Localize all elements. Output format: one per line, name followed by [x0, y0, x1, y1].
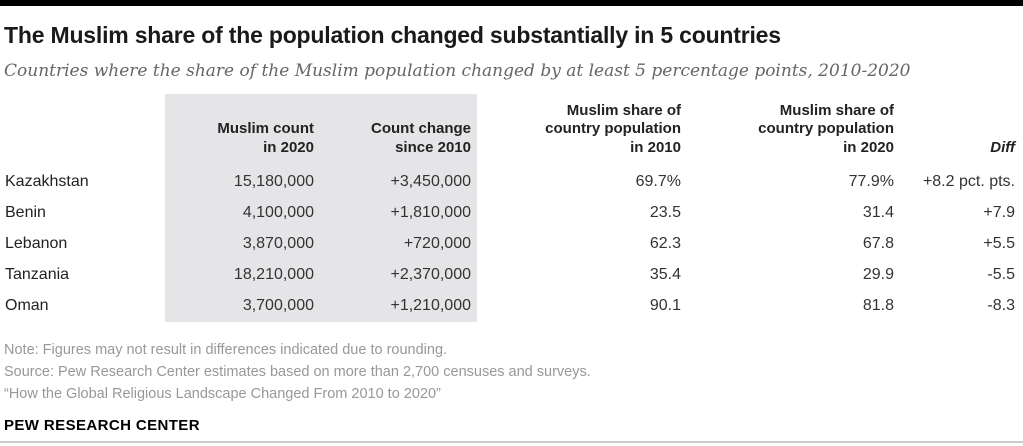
- table-row: Tanzania 18,210,000 +2,370,000 35.4 29.9 -5.5: [4, 259, 1019, 291]
- table-cell: Oman: [5, 297, 49, 315]
- table-cell: 29.9: [862, 266, 894, 284]
- column-header-share-2010: Muslim share of country population in 20…: [545, 101, 681, 157]
- top-accent-bar: [0, 0, 1023, 6]
- table-cell: 35.4: [649, 266, 681, 284]
- table-cell: 69.7%: [635, 173, 681, 191]
- brand-wordmark: PEW RESEARCH CENTER: [4, 416, 200, 434]
- table-row: Lebanon 3,870,000 +720,000 62.3 67.8 +5.5: [4, 228, 1019, 260]
- table-cell: +2,370,000: [320, 259, 477, 291]
- footnotes: Note: Figures may not result in differen…: [4, 339, 1019, 405]
- table-cell: 90.1: [649, 297, 681, 315]
- column-header-share-2020: Muslim share of country population in 20…: [758, 101, 894, 157]
- table-cell: 3,870,000: [165, 228, 320, 260]
- column-header-diff: Diff: [990, 139, 1015, 157]
- table-cell: +1,810,000: [320, 197, 477, 229]
- table-cell: -8.3: [987, 297, 1015, 315]
- table-cell: +720,000: [320, 228, 477, 260]
- source-line: Source: Pew Research Center estimates ba…: [4, 363, 591, 380]
- table-cell: 4,100,000: [165, 197, 320, 229]
- bottom-rule: [0, 441, 1023, 443]
- table-cell: 3,700,000: [165, 290, 320, 322]
- table-cell: Lebanon: [5, 235, 68, 253]
- table-cell: 15,180,000: [165, 166, 320, 198]
- table-cell: -5.5: [987, 266, 1015, 284]
- table-cell: 67.8: [862, 235, 894, 253]
- page-title: The Muslim share of the population chang…: [4, 22, 781, 48]
- column-header-count-change: Count change since 2010: [320, 93, 477, 167]
- column-header-country: [4, 94, 165, 167]
- data-table: Muslim count in 2020 Count change since …: [4, 93, 1019, 322]
- table-cell: 31.4: [862, 204, 894, 222]
- table-cell: 81.8: [862, 297, 894, 315]
- table-cell: 77.9%: [848, 173, 894, 191]
- table-cell: +3,450,000: [320, 166, 477, 198]
- table-row: Kazakhstan 15,180,000 +3,450,000 69.7% 77.9%…: [4, 166, 1019, 198]
- table-cell: 18,210,000: [165, 259, 320, 291]
- table-row: Benin 4,100,000 +1,810,000 23.5 31.4 +7.9: [4, 197, 1019, 229]
- table-body: Kazakhstan 15,180,000 +3,450,000 69.7% 77.9%…: [4, 166, 1019, 322]
- citation-line: “How the Global Religious Landscape Chan…: [4, 385, 441, 402]
- table-cell: Benin: [5, 204, 46, 222]
- note-line: Note: Figures may not result in differen…: [4, 341, 448, 358]
- header-row: Muslim count in 2020 Count change since …: [4, 93, 1019, 167]
- table-cell: +7.9: [983, 204, 1015, 222]
- table-cell: 62.3: [649, 235, 681, 253]
- table-cell: +8.2 pct. pts.: [922, 173, 1015, 191]
- table-cell: +1,210,000: [320, 290, 477, 322]
- table-cell: +5.5: [983, 235, 1015, 253]
- figure-subtitle: Countries where the share of the Muslim …: [4, 60, 911, 81]
- figure-content: The Muslim share of the population chang…: [4, 22, 1019, 434]
- table-row: Oman 3,700,000 +1,210,000 90.1 81.8 -8.3: [4, 290, 1019, 322]
- table-cell: 23.5: [649, 204, 681, 222]
- table-header: Muslim count in 2020 Count change since …: [4, 93, 1019, 167]
- table-cell: Kazakhstan: [5, 173, 89, 191]
- column-header-muslim-count-2020: Muslim count in 2020: [165, 93, 320, 167]
- table-cell: Tanzania: [5, 266, 70, 284]
